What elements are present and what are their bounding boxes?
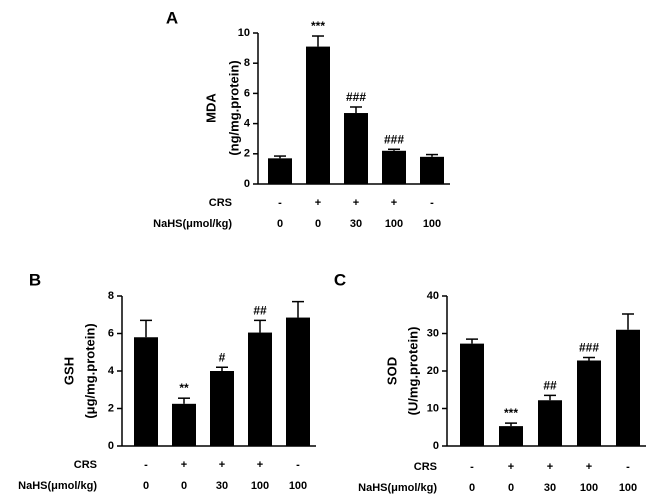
panel-a-ylabel: MDA — [203, 93, 218, 123]
panel-a-significance-label: *** — [311, 19, 325, 33]
panel-c-nahs-value: 0 — [508, 482, 514, 494]
panel-c: C SOD (U/mg.protein) 0 10 20 30 40 - 0 *** +0 ## +30 #… — [334, 270, 646, 494]
panel-c-bar — [460, 343, 484, 446]
panel-b-crs-label: CRS — [74, 459, 97, 471]
panel-c-tick-label: 10 — [427, 402, 439, 414]
panel-b: B GSH (μg/mg.protein) 0 2 4 6 8 - 0 ** +0 # +30 ## +100… — [18, 270, 316, 492]
panel-a-bar — [344, 113, 368, 184]
panel-c-nahs-label: NaHS(μmol/kg) — [358, 482, 437, 494]
panel-c-nahs-value: 30 — [544, 482, 556, 494]
panel-c-letter: C — [334, 270, 346, 289]
panel-b-crs-value: + — [181, 459, 187, 471]
panel-a-bar — [268, 158, 292, 184]
panel-a-bar — [306, 46, 330, 185]
panel-c-crs-label: CRS — [414, 461, 437, 473]
panel-b-nahs-value: 0 — [143, 480, 149, 492]
panel-a-crs-value: - — [430, 197, 434, 209]
panel-c-significance-label: ## — [543, 378, 557, 392]
panel-a-bar — [420, 156, 444, 184]
panel-b-significance-label: ** — [179, 381, 189, 395]
panel-c-tick-label: 0 — [433, 440, 439, 452]
panel-c-bar — [499, 426, 523, 446]
panel-a-ylabel-units: (ng/mg.protein) — [226, 60, 241, 155]
panel-b-tick-label: 0 — [108, 440, 114, 452]
panel-a-significance-label: ### — [384, 132, 404, 146]
panel-a-bar — [382, 150, 406, 184]
panel-c-significance-label: *** — [504, 406, 518, 420]
panel-b-tick-label: 8 — [108, 290, 114, 302]
panel-a-tick-label: 0 — [244, 178, 250, 190]
panel-b-bar — [210, 371, 234, 446]
panel-c-tick-label: 20 — [427, 365, 439, 377]
panel-b-bar — [286, 317, 310, 446]
panel-b-nahs-value: 100 — [251, 480, 269, 492]
panel-c-nahs-value: 0 — [469, 482, 475, 494]
panel-a-crs-value: + — [391, 197, 397, 209]
panel-b-letter: B — [29, 270, 41, 289]
panel-b-ylabel-units: (μg/mg.protein) — [82, 323, 97, 418]
panel-c-crs-value: + — [508, 461, 514, 473]
panel-a-crs-value: - — [278, 197, 282, 209]
panel-c-ylabel-units: (U/mg.protein) — [405, 327, 420, 416]
panel-b-bar — [248, 332, 272, 446]
panel-c-bar — [538, 400, 562, 446]
panel-a-nahs-label: NaHS(μmol/kg) — [153, 218, 232, 230]
panel-c-nahs-value: 100 — [619, 482, 637, 494]
panel-c-crs-value: - — [470, 461, 474, 473]
panel-b-bar — [134, 337, 158, 446]
panel-b-crs-value: + — [257, 459, 263, 471]
panel-c-crs-value: + — [586, 461, 592, 473]
panel-b-nahs-value: 30 — [216, 480, 228, 492]
panel-c-crs-value: + — [547, 461, 553, 473]
panel-a: A MDA (ng/mg.protein) 0 2 4 6 8 10 - 0 *** +0 ### +30 #… — [153, 8, 450, 230]
panel-b-significance-label: # — [219, 350, 226, 364]
panel-c-crs-value: - — [626, 461, 630, 473]
panel-b-crs-value: + — [219, 459, 225, 471]
panel-a-significance-label: ### — [346, 90, 366, 104]
panel-b-ylabel: GSH — [61, 357, 76, 385]
panel-a-crs-value: + — [353, 197, 359, 209]
panel-b-crs-value: - — [296, 459, 300, 471]
panel-b-tick-label: 4 — [108, 365, 115, 377]
panel-c-bar — [577, 360, 601, 446]
panel-a-crs-label: CRS — [209, 197, 232, 209]
panel-a-tick-label: 10 — [238, 27, 250, 39]
panel-a-nahs-value: 0 — [277, 218, 283, 230]
panel-b-bar — [172, 403, 196, 446]
panel-c-nahs-value: 100 — [580, 482, 598, 494]
panel-a-nahs-value: 30 — [350, 218, 362, 230]
panel-b-crs-value: - — [144, 459, 148, 471]
panel-a-tick-label: 4 — [244, 118, 251, 130]
panel-b-tick-label: 6 — [108, 327, 114, 339]
panel-b-significance-label: ## — [253, 303, 267, 317]
panel-b-nahs-label: NaHS(μmol/kg) — [18, 480, 97, 492]
panel-b-tick-label: 2 — [108, 402, 114, 414]
panel-a-letter: A — [166, 8, 178, 27]
panel-c-bar — [616, 329, 640, 446]
panel-c-tick-label: 30 — [427, 327, 439, 339]
panel-a-tick-label: 8 — [244, 57, 250, 69]
panel-b-nahs-value: 100 — [289, 480, 307, 492]
panel-a-nahs-value: 0 — [315, 218, 321, 230]
panel-a-crs-value: + — [315, 197, 321, 209]
panel-b-nahs-value: 0 — [181, 480, 187, 492]
panel-c-significance-label: ### — [579, 341, 599, 355]
panel-a-tick-label: 6 — [244, 87, 250, 99]
panel-c-ylabel: SOD — [384, 357, 399, 385]
panel-c-tick-label: 40 — [427, 290, 439, 302]
panel-a-tick-label: 2 — [244, 148, 250, 160]
panel-a-nahs-value: 100 — [423, 218, 441, 230]
panel-a-nahs-value: 100 — [385, 218, 403, 230]
